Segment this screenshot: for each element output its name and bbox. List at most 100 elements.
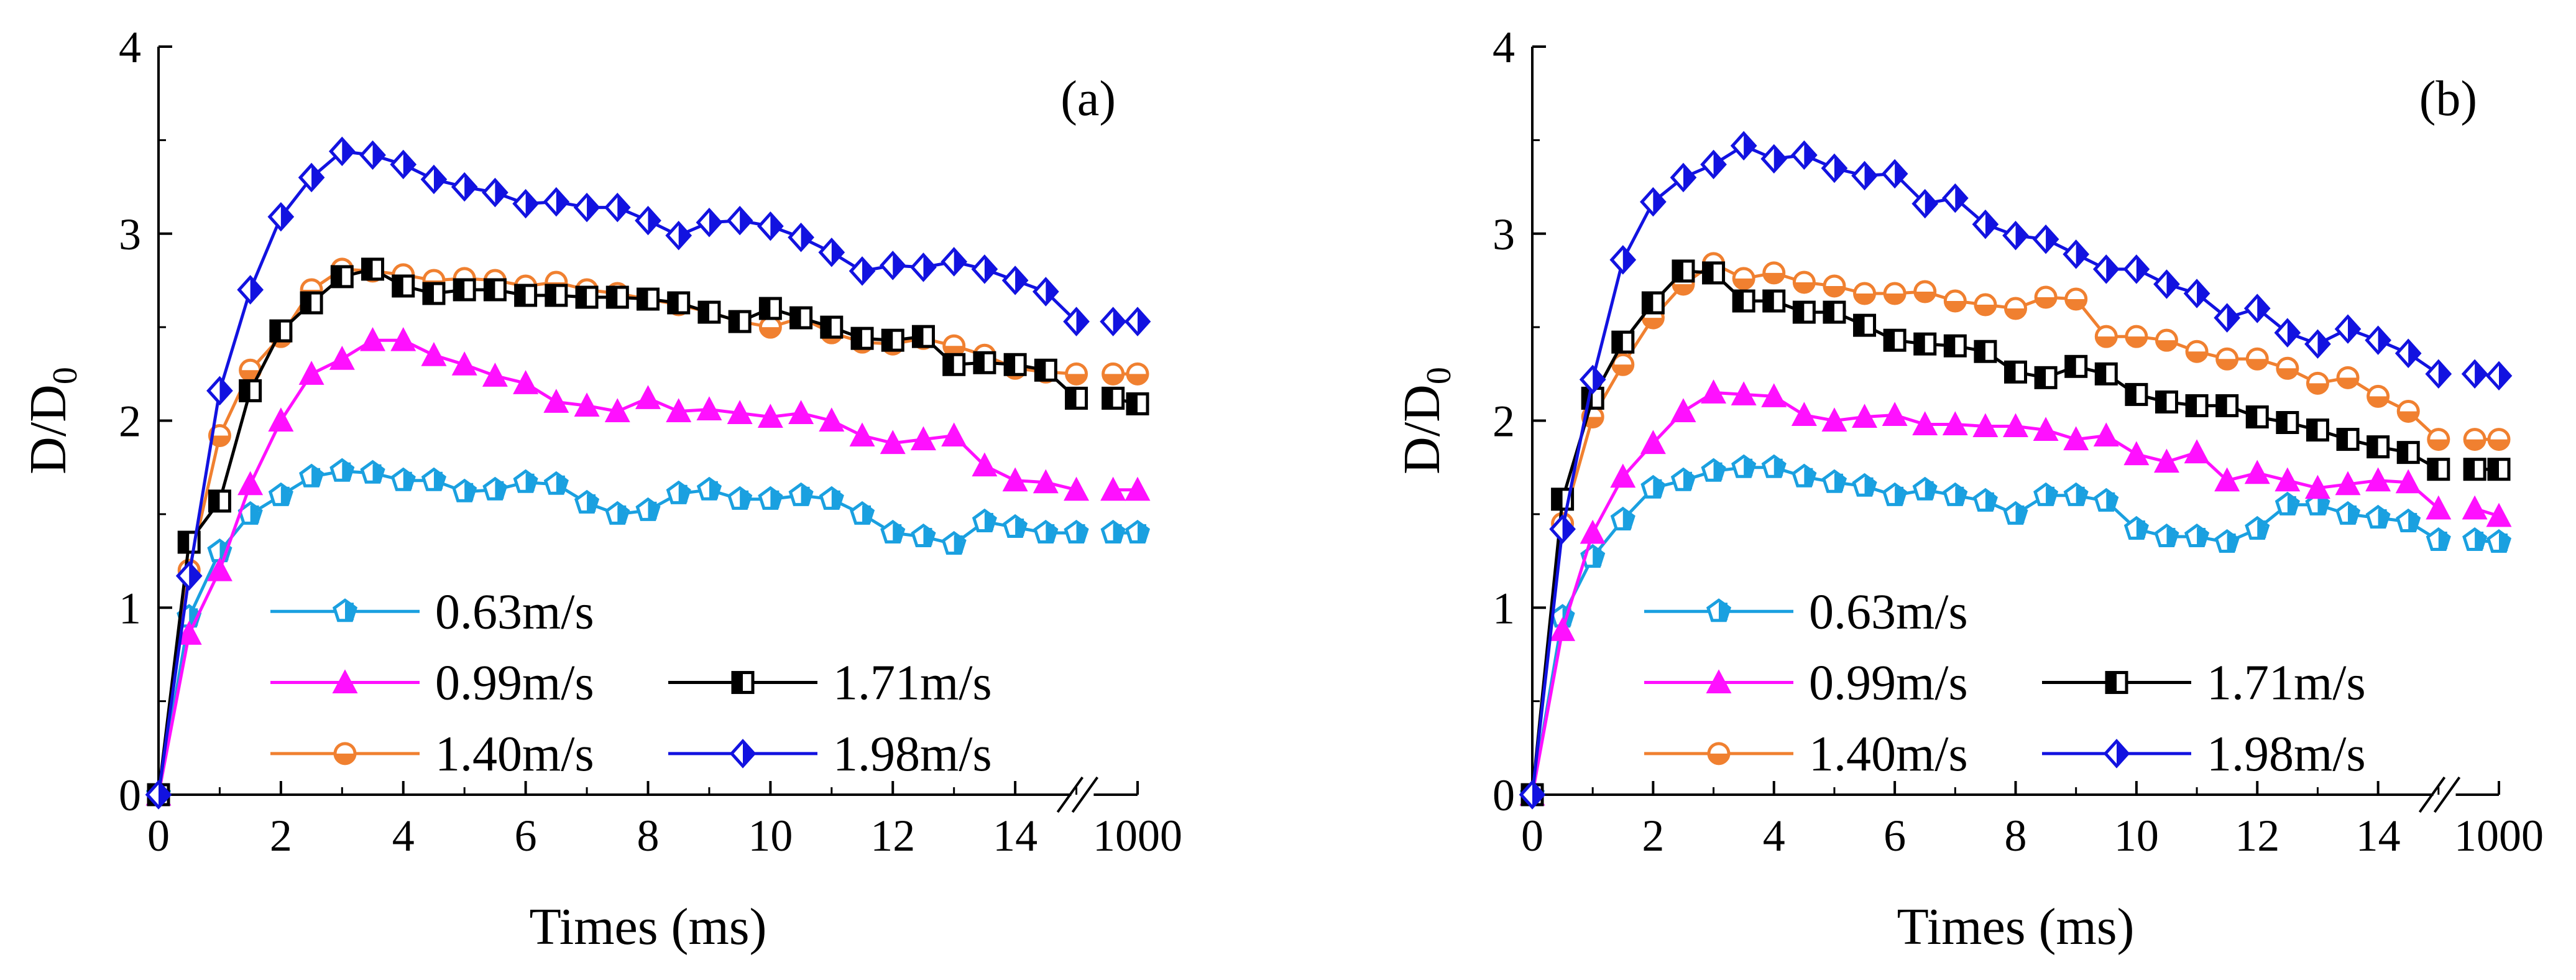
data-point-fill <box>1975 305 1995 315</box>
data-point-fill <box>801 486 810 504</box>
y-axis-label: D/D0 <box>1393 367 1458 474</box>
data-point-fill <box>342 139 354 164</box>
data-point-fill <box>515 285 526 305</box>
data-point-fill <box>433 471 443 489</box>
data-point-fill <box>423 283 434 303</box>
legend-label: 1.40m/s <box>1809 727 1968 782</box>
data-point <box>2063 426 2089 451</box>
data-point-fill <box>2287 496 2296 514</box>
data-point-fill <box>821 317 832 338</box>
data-point <box>329 346 355 370</box>
data-point <box>1002 467 1028 492</box>
data-point-fill <box>2156 392 2167 412</box>
x-tick-label: 14 <box>993 811 1037 861</box>
data-point-fill <box>1593 367 1604 392</box>
data-point <box>604 398 630 422</box>
data-point <box>206 557 232 581</box>
data-point-fill <box>1773 458 1783 476</box>
data-point-fill <box>1653 189 1665 215</box>
data-point <box>2365 467 2391 492</box>
data-point-fill <box>301 293 312 313</box>
panel-label: (a) <box>1060 72 1116 126</box>
data-point-1000ms-fill <box>1128 374 1148 384</box>
x-tick-label: 8 <box>2005 811 2027 861</box>
data-point-fill <box>1945 336 1956 356</box>
y-tick-label: 2 <box>119 397 141 446</box>
data-point-fill <box>2378 509 2387 527</box>
legend-label: 1.71m/s <box>2207 656 2366 711</box>
data-point-1000ms-fill <box>1128 394 1138 414</box>
data-point-fill <box>2227 533 2236 551</box>
legend-item: 0.99m/s <box>1644 656 1968 711</box>
x-axis-label: Times (ms) <box>1897 898 2135 956</box>
data-point-fill <box>2066 356 2076 377</box>
data-point-fill <box>2227 305 2238 331</box>
data-point-fill <box>2307 383 2328 394</box>
data-point <box>2395 469 2421 494</box>
data-point-fill <box>454 279 465 300</box>
data-point-fill <box>1885 330 1895 351</box>
x-tick-label: 0 <box>1521 811 1543 861</box>
y-tick-label: 1 <box>119 583 141 633</box>
data-point <box>2033 417 2059 441</box>
data-point-fill <box>770 490 780 508</box>
data-point-fill <box>1113 524 1122 542</box>
data-point-fill <box>1764 291 1774 312</box>
data-point-fill <box>2408 341 2420 366</box>
legend-marker <box>1706 669 1732 694</box>
data-point-fill <box>1925 481 1934 499</box>
data-point-fill <box>831 239 843 265</box>
data-point-fill <box>1103 374 1123 384</box>
legend-marker-fill <box>335 753 355 764</box>
data-point <box>941 422 967 447</box>
data-point <box>298 361 324 385</box>
data-point-fill <box>913 326 924 347</box>
data-point-fill <box>1673 261 1683 281</box>
legend-marker-fill <box>2117 741 2128 766</box>
data-point-fill <box>2126 384 2137 405</box>
legend-marker-fill <box>1709 753 1729 764</box>
data-point-fill <box>2317 496 2327 514</box>
data-point <box>819 407 845 432</box>
data-point-fill <box>189 563 201 589</box>
x-tick-label: 8 <box>637 811 660 861</box>
data-point-fill <box>342 462 351 480</box>
data-point <box>2093 422 2119 447</box>
data-point-fill <box>1794 282 1815 292</box>
legend-item: 1.98m/s <box>668 727 992 782</box>
data-point <box>1882 402 1908 426</box>
data-point-fill <box>1824 302 1834 323</box>
data-point-fill <box>2348 505 2357 523</box>
data-point-fill <box>2428 459 2439 479</box>
data-point <box>2304 474 2330 499</box>
data-point-fill <box>1593 548 1602 566</box>
data-point <box>1550 617 1576 641</box>
data-point-fill <box>1103 388 1113 409</box>
data-point-1000ms <box>2486 502 2512 527</box>
data-point <box>2244 460 2270 484</box>
data-point-fill <box>1824 285 1844 296</box>
data-point-fill <box>1945 301 1966 312</box>
data-point-fill <box>525 473 535 491</box>
legend-marker <box>332 669 358 694</box>
data-point-fill <box>1622 511 1632 529</box>
data-point-fill <box>1854 315 1865 336</box>
data-point-fill <box>372 142 384 168</box>
data-point-fill <box>2076 486 2085 504</box>
data-point-fill <box>1804 468 1813 486</box>
data-point-fill <box>678 484 688 502</box>
data-point <box>176 621 202 645</box>
data-point-fill <box>2046 226 2058 252</box>
x-tick-label: 14 <box>2356 811 2401 861</box>
y-tick-label: 0 <box>1493 770 1515 820</box>
data-point-fill <box>403 471 412 489</box>
data-point-fill <box>2036 297 2056 308</box>
data-point <box>696 396 722 420</box>
data-point-fill <box>770 213 782 239</box>
data-point-fill <box>2287 320 2299 346</box>
data-point-fill <box>1713 152 1725 177</box>
data-point-fill <box>1885 293 1905 303</box>
data-point-fill <box>556 189 568 215</box>
data-point-fill <box>159 782 170 807</box>
